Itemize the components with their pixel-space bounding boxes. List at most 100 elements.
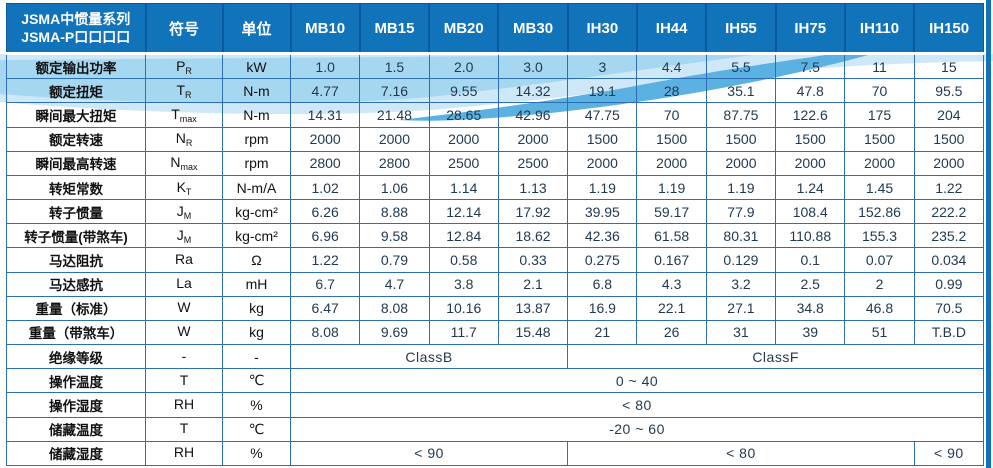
merged-value-cell: -20 ~ 60 bbox=[290, 416, 984, 442]
value-cell: 9.55 bbox=[428, 78, 499, 104]
value-cell: 0.1 bbox=[775, 247, 846, 273]
symbol-subscript: max bbox=[179, 114, 197, 125]
value-cell: 4.3 bbox=[636, 271, 707, 297]
symbol-cell: TR bbox=[145, 78, 223, 104]
value-cell: 17.92 bbox=[497, 199, 569, 225]
value-cell: 4.7 bbox=[359, 271, 430, 297]
value-cell: 3.8 bbox=[428, 271, 499, 297]
value-cell: 0.99 bbox=[913, 271, 985, 297]
row-label: 操作湿度 bbox=[6, 392, 146, 418]
value-cell: 1.0 bbox=[289, 52, 361, 80]
symbol-cell: Nmax bbox=[145, 150, 223, 176]
symbol-cell: W bbox=[145, 319, 223, 346]
table-row: 瞬间最大扭矩 Tmax N-m 14.31 21.48 28.65 42.96 47.75 70… bbox=[6, 102, 985, 128]
value-cell: 9.69 bbox=[359, 319, 430, 346]
symbol-cell: Ra bbox=[145, 247, 223, 273]
value-cell: 15.48 bbox=[497, 319, 569, 346]
model-header-mb15: MB15 bbox=[358, 3, 431, 55]
value-cell: 6.7 bbox=[289, 271, 361, 297]
value-cell: 27.1 bbox=[705, 295, 777, 321]
symbol-cell: T bbox=[145, 368, 223, 394]
row-label: 转子惯量 bbox=[6, 199, 146, 225]
table-row: 额定输出功率 PR kW 1.0 1.5 2.0 3.0 3 4.4 5.5 7.5 11 15 bbox=[6, 52, 985, 80]
value-cell: 70.5 bbox=[913, 295, 985, 321]
value-cell: 1500 bbox=[913, 126, 985, 152]
value-cell: 2 bbox=[844, 271, 915, 297]
value-cell: 12.14 bbox=[428, 199, 499, 225]
unit-cell: ℃ bbox=[222, 416, 291, 442]
value-cell: 108.4 bbox=[775, 199, 846, 225]
row-label: 马达感抗 bbox=[6, 271, 146, 297]
value-cell: 1.19 bbox=[636, 174, 707, 201]
value-cell: 28.65 bbox=[428, 102, 499, 128]
value-cell: 2800 bbox=[289, 150, 361, 176]
symbol-cell: KT bbox=[145, 174, 223, 201]
table-row: 马达感抗 La mH 6.7 4.7 3.8 2.1 6.8 4.3 3.2 2.5 2 0.99 bbox=[6, 271, 985, 297]
value-cell: 3.0 bbox=[497, 52, 569, 80]
unit-cell: N-m bbox=[222, 102, 291, 128]
value-cell: 46.8 bbox=[844, 295, 915, 321]
symbol-main: T bbox=[179, 371, 189, 388]
value-cell: 2.1 bbox=[497, 271, 569, 297]
value-cell: 39.95 bbox=[567, 199, 638, 225]
unit-cell: mH bbox=[222, 271, 291, 297]
value-cell: 87.75 bbox=[705, 102, 777, 128]
table-row: 转矩常数 KT N-m/A 1.02 1.06 1.14 1.13 1.19 1.19 1.19 1… bbox=[6, 174, 985, 201]
table-row: 操作湿度 RH% < 80 bbox=[6, 392, 984, 418]
unit-cell: ℃ bbox=[222, 368, 291, 394]
row-label: 储藏温度 bbox=[6, 416, 146, 442]
model-header-ih150: IH150 bbox=[913, 3, 985, 55]
unit-cell: rpm bbox=[222, 126, 291, 152]
symbol-main: RH bbox=[173, 395, 195, 412]
value-cell: 14.31 bbox=[289, 102, 361, 128]
merged-value-cell: ClassB bbox=[289, 344, 569, 370]
value-cell: 7.16 bbox=[359, 78, 430, 104]
symbol-main: - bbox=[181, 347, 187, 364]
unit-cell: rpm bbox=[222, 150, 291, 176]
value-cell: T.B.D bbox=[913, 319, 985, 346]
symbol-main: W bbox=[177, 323, 191, 340]
value-cell: 2000 bbox=[844, 150, 915, 176]
value-cell: 2.0 bbox=[428, 52, 499, 80]
model-header-ih55: IH55 bbox=[705, 3, 777, 55]
value-cell: 14.32 bbox=[497, 78, 569, 104]
value-cell: 19.1 bbox=[567, 78, 638, 104]
symbol-main: La bbox=[176, 275, 192, 292]
symbol-cell: Tmax bbox=[145, 102, 223, 128]
unit-cell: kW bbox=[222, 52, 291, 80]
value-cell: 1.14 bbox=[428, 174, 499, 201]
value-cell: 42.96 bbox=[497, 102, 569, 128]
value-cell: 0.07 bbox=[844, 247, 915, 273]
value-cell: 0.129 bbox=[705, 247, 777, 273]
symbol-subscript: R bbox=[185, 65, 192, 76]
value-cell: 6.47 bbox=[289, 295, 361, 321]
value-cell: 47.75 bbox=[567, 102, 638, 128]
value-cell: 2000 bbox=[775, 150, 846, 176]
value-cell: 2000 bbox=[567, 150, 638, 176]
value-cell: 1.06 bbox=[359, 174, 430, 201]
symbol-cell: RH bbox=[145, 440, 223, 467]
symbol-main: N bbox=[170, 154, 181, 171]
unit-cell: kg-cm² bbox=[222, 223, 291, 249]
merged-value-cell: < 80 bbox=[567, 440, 915, 467]
value-cell: 4.4 bbox=[636, 52, 707, 80]
value-cell: 2000 bbox=[428, 126, 499, 152]
value-cell: 235.2 bbox=[913, 223, 985, 249]
symbol-main: N bbox=[175, 130, 186, 147]
value-cell: 155.3 bbox=[844, 223, 915, 249]
value-cell: 61.58 bbox=[636, 223, 707, 249]
row-label: 储藏湿度 bbox=[6, 440, 146, 467]
unit-cell: Ω bbox=[222, 247, 291, 273]
symbol-main: W bbox=[177, 299, 191, 316]
table-row: 马达阻抗 Ra Ω 1.22 0.79 0.58 0.33 0.275 0.167 0.129 0.… bbox=[6, 247, 985, 273]
value-cell: 21 bbox=[567, 319, 638, 346]
header-row: JSMA中惯量系列 JSMA-P口口口口 符号 单位 MB10 MB15 MB20 MB30 I… bbox=[6, 3, 985, 55]
spec-table: JSMA中惯量系列 JSMA-P口口口口 符号 单位 MB10 MB15 MB20 MB30 I… bbox=[6, 3, 985, 467]
value-cell: 2800 bbox=[359, 150, 430, 176]
symbol-cell: T bbox=[145, 416, 223, 442]
model-header-mb10: MB10 bbox=[289, 3, 361, 55]
symbol-cell: - bbox=[145, 344, 223, 370]
symbol-cell: PR bbox=[145, 52, 223, 80]
